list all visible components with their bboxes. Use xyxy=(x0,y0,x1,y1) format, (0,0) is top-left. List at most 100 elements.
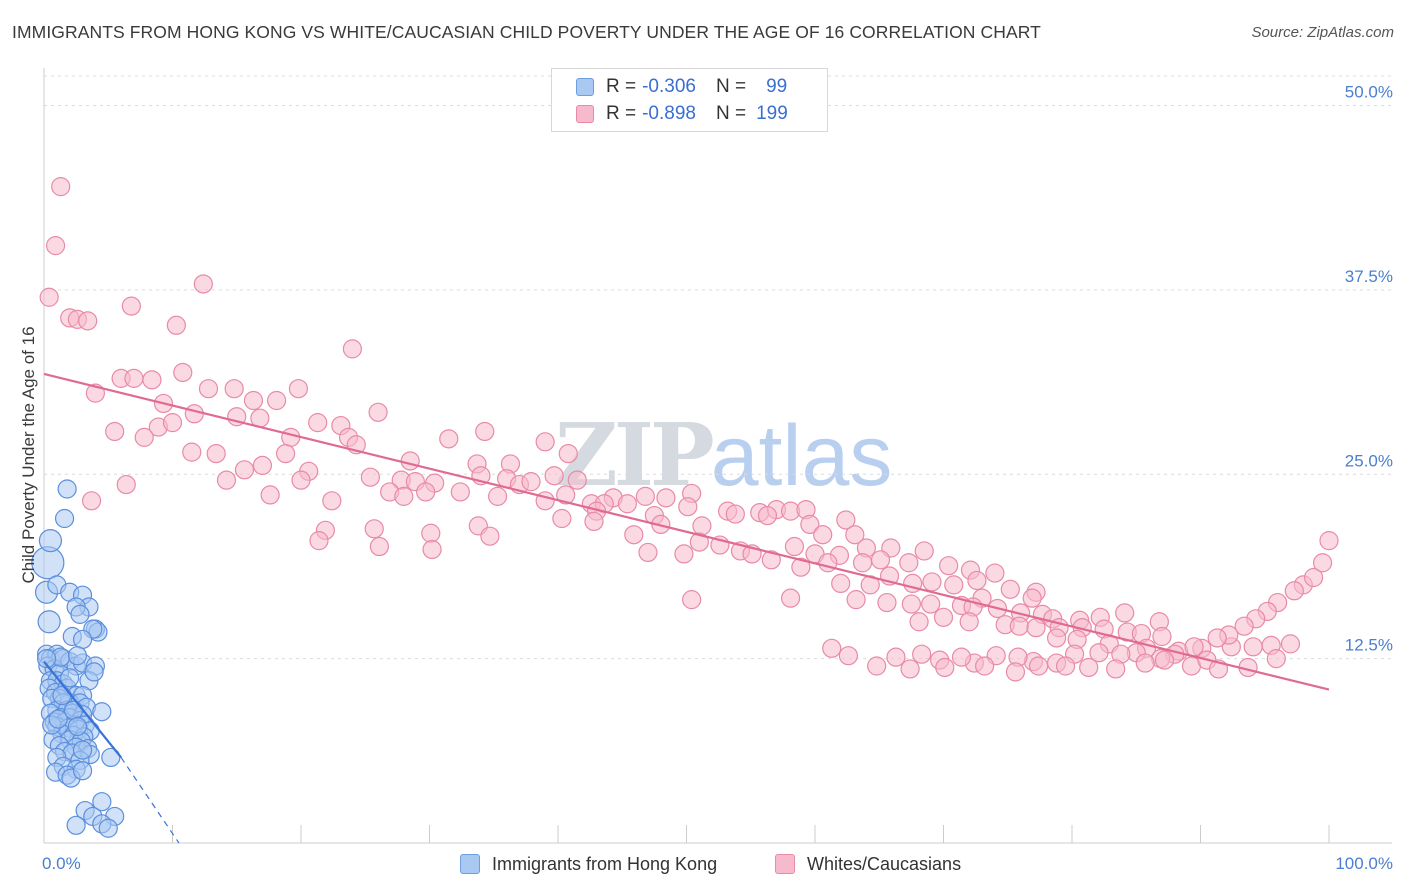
data-point xyxy=(81,491,102,511)
y-tick-label: 37.5% xyxy=(1345,267,1393,286)
data-point xyxy=(912,644,932,664)
data-point xyxy=(944,575,964,595)
data-point xyxy=(67,646,88,666)
legend-n-value: 99 xyxy=(766,76,788,97)
legend-n-label: N = xyxy=(715,103,747,124)
data-point xyxy=(725,504,745,524)
data-point xyxy=(57,479,77,499)
data-point xyxy=(922,572,942,592)
data-point xyxy=(761,550,781,570)
data-point xyxy=(422,539,442,560)
data-point xyxy=(900,659,920,679)
data-point xyxy=(234,460,255,480)
data-point xyxy=(281,427,301,447)
data-point xyxy=(1152,626,1172,647)
data-point xyxy=(656,488,676,508)
data-point xyxy=(838,646,859,666)
data-point xyxy=(72,761,93,781)
data-point xyxy=(935,657,955,678)
data-point xyxy=(488,486,508,506)
correlation-legend: R = -0.306 N = 99 R = -0.898 N = 199 xyxy=(551,68,828,132)
data-point xyxy=(364,519,384,539)
data-point xyxy=(558,444,578,464)
data-point xyxy=(291,470,311,490)
data-point xyxy=(439,429,459,449)
data-point xyxy=(45,236,66,256)
data-point xyxy=(933,607,954,627)
data-point xyxy=(416,482,436,502)
data-point xyxy=(84,662,104,682)
data-point xyxy=(1135,653,1155,673)
axis-labels: 12.5% 25.0% 37.5% 50.0% 0.0% 100.0% Child Pove… xyxy=(19,83,1393,874)
data-point xyxy=(243,390,264,411)
data-point xyxy=(266,390,287,411)
data-point xyxy=(184,404,204,424)
data-point xyxy=(60,668,80,688)
data-point xyxy=(886,647,906,667)
data-point xyxy=(92,702,112,722)
data-point xyxy=(877,592,897,613)
data-point xyxy=(105,421,125,442)
data-point xyxy=(39,287,59,307)
data-point xyxy=(1319,531,1339,551)
data-point xyxy=(308,413,328,433)
legend-r-label: R = xyxy=(606,103,637,124)
data-point xyxy=(360,467,380,487)
data-point xyxy=(822,638,842,658)
data-point xyxy=(1106,659,1126,679)
data-point xyxy=(36,649,57,669)
legend-swatch-hong-kong xyxy=(576,78,594,96)
data-point xyxy=(584,511,604,532)
data-point xyxy=(638,542,658,563)
data-point xyxy=(368,402,388,422)
legend-row-whites: R = -0.898 N = 199 xyxy=(576,102,788,126)
data-point xyxy=(967,570,987,591)
data-point xyxy=(535,432,555,452)
data-point xyxy=(1055,656,1076,676)
data-point xyxy=(198,379,219,399)
data-point xyxy=(70,604,90,624)
data-point xyxy=(52,685,72,706)
data-point xyxy=(182,442,202,462)
legend-row-hong-kong: R = -0.306 N = 99 xyxy=(576,75,787,99)
data-point xyxy=(224,379,244,399)
data-point xyxy=(121,296,141,316)
y-tick-label: 12.5% xyxy=(1345,636,1393,655)
data-point xyxy=(867,656,887,676)
trend-line xyxy=(43,660,122,759)
data-point xyxy=(852,553,873,573)
data-point xyxy=(921,594,941,614)
trend-line xyxy=(43,372,1330,691)
data-point xyxy=(692,516,712,536)
data-point xyxy=(480,526,500,546)
grid-lines xyxy=(44,75,1392,660)
data-point xyxy=(791,557,811,577)
data-point xyxy=(450,482,470,502)
y-tick-label: 25.0% xyxy=(1345,451,1393,470)
data-point xyxy=(173,362,193,383)
data-point xyxy=(67,716,88,737)
data-point xyxy=(1089,643,1109,663)
data-point xyxy=(394,486,414,506)
data-point xyxy=(1022,588,1042,608)
data-point xyxy=(275,444,296,464)
data-point xyxy=(54,508,75,529)
data-point xyxy=(757,505,778,526)
data-point xyxy=(38,529,63,553)
data-point xyxy=(521,472,541,492)
data-point xyxy=(544,466,564,486)
x-tick-label: 0.0% xyxy=(42,854,81,873)
data-point xyxy=(309,531,329,551)
data-point xyxy=(322,491,342,511)
data-point xyxy=(1005,662,1026,682)
data-point xyxy=(959,612,979,632)
data-point xyxy=(124,368,144,388)
data-point xyxy=(92,792,112,812)
y-tick-label: 50.0% xyxy=(1345,83,1393,102)
data-point xyxy=(51,177,71,197)
data-point xyxy=(951,647,972,667)
data-point xyxy=(975,656,995,676)
bottom-legend-whites: Whites/Caucasians xyxy=(775,852,961,876)
data-point xyxy=(552,508,572,529)
data-point xyxy=(66,815,86,835)
